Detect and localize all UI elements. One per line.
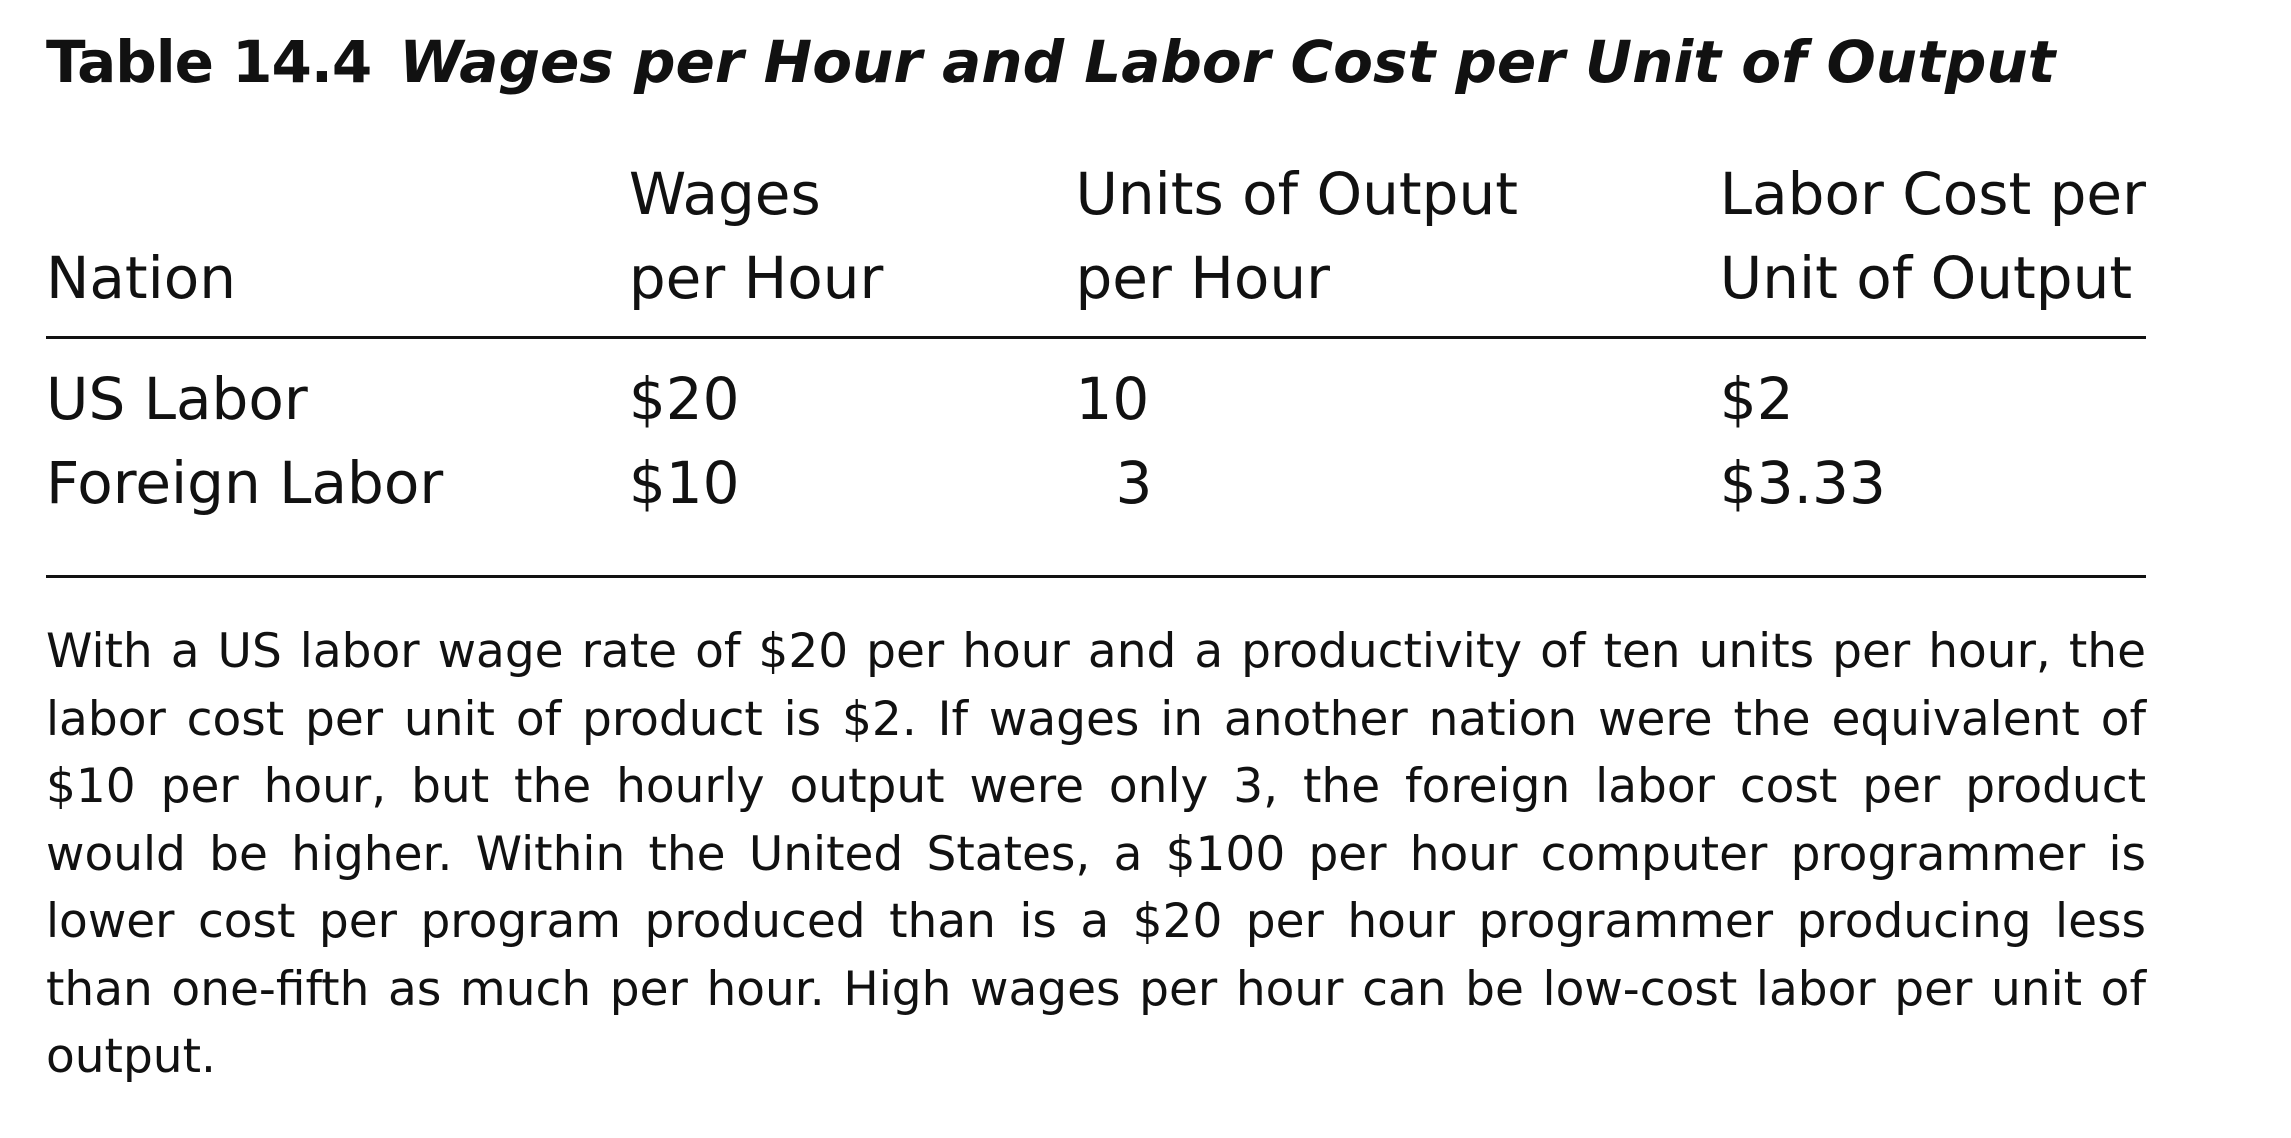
header-cost: Labor Cost per Unit of Output [1719,152,2146,339]
table-header: Nation Wages per Hour Units of Output per … [46,152,2146,339]
document-page: Table 14.4 Wages per Hour and Labor Cost … [46,22,2146,1138]
table-caption: Wages per Hour and Labor Cost per Unit o… [399,28,2056,96]
table-row: US Labor $20 10 $2 [46,338,2146,442]
header-nation-label: Nation [46,244,237,312]
table-body: US Labor $20 10 $2 Foreign Labor $10 3 $… [46,338,2146,578]
header-output-line2: per Hour [1075,244,1330,312]
header-cost-line1: Labor Cost per [1719,160,2146,228]
header-wages-line1: Wages [628,160,821,228]
header-output-line1: Units of Output [1075,160,1518,228]
header-wages-line2: per Hour [628,244,884,312]
table-number: Table 14.4 [46,28,372,96]
header-wages: Wages per Hour [628,152,1076,339]
cell-nation: US Labor [46,365,308,433]
cell-wages: $10 [628,441,1076,578]
cell-output-value: 3 [1115,449,1153,517]
cell-nation: Foreign Labor [46,441,629,578]
header-nation: Nation [46,152,629,339]
cell-output: 3 [1075,441,1720,578]
table-note: With a US labor wage rate of $20 per hou… [46,624,2146,1084]
labor-cost-table: Nation Wages per Hour Units of Output per … [46,152,2146,578]
header-cost-line2: Unit of Output [1719,244,2133,312]
header-output: Units of Output per Hour [1075,152,1720,339]
cell-cost: $3.33 [1719,441,2146,578]
cell-output: 10 [1075,365,1150,433]
header-row: Nation Wages per Hour Units of Output per … [46,152,2146,339]
table-title: Table 14.4 Wages per Hour and Labor Cost … [46,22,2146,102]
table-row: Foreign Labor $10 3 $3.33 [46,441,2146,578]
cell-wages: $20 [628,365,740,433]
cell-cost: $2 [1719,365,1794,433]
